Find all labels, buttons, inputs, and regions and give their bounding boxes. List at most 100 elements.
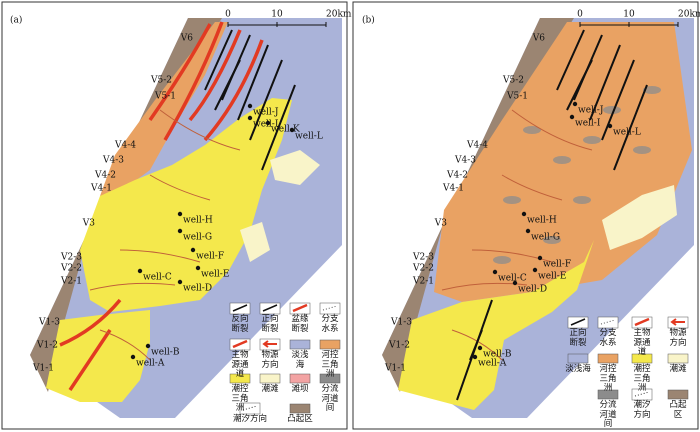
- well-label: well-L: [613, 128, 641, 138]
- well: [492, 269, 498, 275]
- well-label: well-C: [498, 274, 527, 284]
- main-channel: [59, 298, 122, 347]
- legend-box: [631, 388, 653, 401]
- zone-label: V4-4: [114, 141, 136, 151]
- legend-symbol: [600, 319, 616, 325]
- interdistributary: [543, 236, 561, 244]
- well-label: well-G: [183, 233, 212, 243]
- legend-label: 正向断裂: [261, 314, 279, 334]
- well: [289, 127, 295, 133]
- zone-label: V4-2: [446, 171, 468, 181]
- well: [177, 211, 183, 217]
- legend-label: 河控三角洲: [599, 364, 617, 393]
- legend-label: 潮汐方向: [232, 414, 267, 424]
- normal-fault: [237, 44, 269, 121]
- well: [572, 101, 578, 107]
- scale-label: 10: [623, 10, 635, 20]
- legend-symbol: [262, 340, 277, 348]
- zone-label: V2-2: [60, 264, 82, 274]
- scale-label: 20km: [678, 10, 700, 20]
- zone-label: V4-4: [466, 141, 488, 151]
- legend-label: 淡浅海: [565, 364, 591, 374]
- legend-swatch: [229, 373, 251, 384]
- well: [477, 345, 483, 351]
- river-delta: [100, 22, 228, 196]
- well-label: well-K: [271, 125, 300, 135]
- legend-label: 凸起区: [287, 414, 313, 424]
- tide-delta: [398, 240, 594, 410]
- tide-delta: [80, 98, 292, 312]
- zone-label: V2-1: [60, 277, 82, 287]
- legend-symbol: [634, 391, 650, 397]
- tidal-flat: [240, 222, 270, 262]
- panel-label: (a): [10, 15, 22, 26]
- well: [195, 265, 201, 271]
- well-label: well-D: [518, 285, 547, 295]
- branch-stream: [451, 329, 503, 361]
- legend-swatch: [667, 353, 689, 364]
- well-label: well-I: [575, 119, 601, 129]
- interdistributary: [643, 86, 661, 94]
- legend-label: 反向断裂: [231, 314, 249, 334]
- zone-label: V1-2: [388, 341, 410, 351]
- legend-swatch: [259, 373, 281, 384]
- interdistributary: [573, 196, 591, 204]
- main-channel: [163, 21, 224, 141]
- normal-fault: [601, 59, 635, 141]
- zone-label: V1-2: [36, 341, 58, 351]
- zone-label: V1-1: [32, 364, 54, 374]
- legend-symbol: [634, 317, 650, 327]
- well-label: well-F: [543, 260, 571, 270]
- zone-label: V6: [532, 34, 545, 44]
- well: [247, 103, 253, 109]
- legend-symbol: [570, 318, 586, 326]
- legend-box: [597, 316, 619, 329]
- zone-label: V5-2: [150, 76, 172, 86]
- normal-fault: [204, 29, 233, 91]
- main-channel: [188, 29, 242, 122]
- well: [190, 247, 196, 253]
- legend-label: 分支水系: [321, 314, 339, 334]
- interdistributary: [603, 106, 621, 114]
- zone-label: V5-2: [502, 76, 524, 86]
- main-channel: [148, 23, 212, 122]
- zone-label: V4-2: [94, 171, 116, 181]
- zone-label: V4-3: [102, 156, 124, 166]
- legend-label: 潮汐方向: [633, 400, 651, 420]
- zone-label: V1-3: [390, 318, 412, 328]
- well: [532, 267, 538, 273]
- well-label: well-D: [183, 284, 212, 294]
- branch-stream: [501, 174, 563, 201]
- well: [130, 354, 136, 360]
- well-label: well-F: [196, 252, 224, 262]
- well: [512, 280, 518, 286]
- zone-label: V5-1: [154, 92, 176, 102]
- legend-swatch: [319, 339, 341, 350]
- legend-label: 主物源通道: [231, 350, 249, 379]
- well-label: well-L: [295, 132, 323, 142]
- well-label: well-C: [143, 273, 172, 283]
- legend-swatch: [289, 339, 311, 350]
- main-channel: [203, 39, 264, 142]
- legend-swatch: [567, 353, 589, 364]
- panel-label: (b): [362, 15, 375, 26]
- legend-label: 主物源通道: [633, 328, 651, 357]
- well: [472, 354, 478, 360]
- uplift: [382, 18, 574, 392]
- legend-box: [319, 302, 341, 315]
- well-label: well-G: [531, 233, 560, 243]
- well-label: well-A: [478, 359, 507, 369]
- map-panel: (b) 0 10 20km V6 V5-2 V5-1 V4-4 V4-3 V4-2 V4-1 V3 V2…: [362, 10, 700, 418]
- well-label: well-E: [201, 270, 229, 280]
- zone-label: V2-2: [412, 264, 434, 274]
- tide-delta: [46, 310, 150, 402]
- zone-label: V6: [180, 34, 193, 44]
- well: [137, 268, 143, 274]
- well: [537, 255, 543, 261]
- legend-label: 正向断裂: [569, 328, 587, 348]
- legend-swatch: [289, 403, 311, 414]
- normal-fault: [261, 84, 296, 171]
- normal-fault: [249, 59, 283, 141]
- zone-label: V3: [82, 219, 95, 229]
- legend-swatch: [631, 353, 653, 364]
